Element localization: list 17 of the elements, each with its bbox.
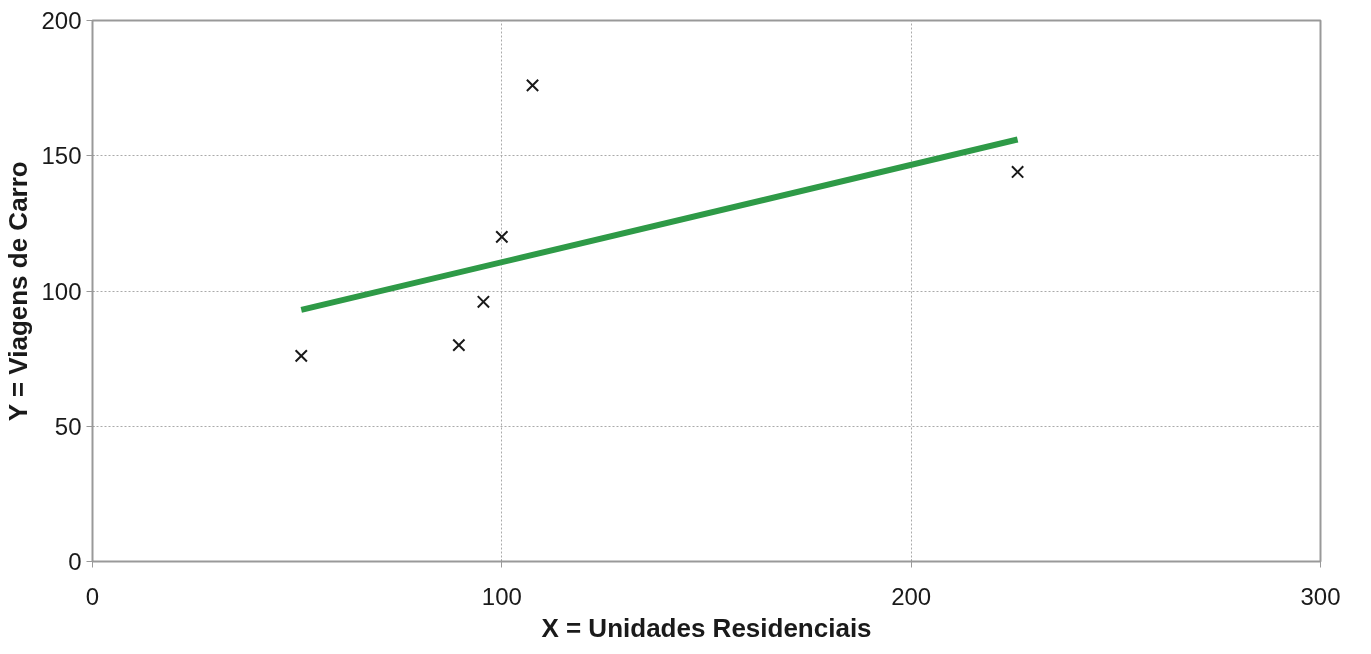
x-tick-label: 100 bbox=[481, 582, 522, 610]
y-tick-label: 100 bbox=[41, 277, 82, 305]
x-axis-title: X = Unidades Residenciais bbox=[541, 612, 872, 643]
y-tick-label: 0 bbox=[68, 548, 82, 575]
y-tick-label: 150 bbox=[41, 142, 82, 170]
x-tick-label: 300 bbox=[1300, 582, 1341, 610]
x-tick-label: 0 bbox=[85, 582, 100, 610]
point bbox=[294, 349, 308, 363]
point bbox=[476, 295, 491, 309]
point bbox=[525, 78, 540, 93]
point bbox=[495, 230, 509, 244]
y-tick-label: 200 bbox=[41, 7, 82, 34]
y-tick-label: 50 bbox=[54, 412, 82, 440]
point bbox=[1010, 165, 1025, 179]
point bbox=[452, 338, 466, 352]
y-axis-title: Y = Viagens de Carro bbox=[3, 161, 34, 422]
x-tick-label: 200 bbox=[891, 582, 932, 610]
